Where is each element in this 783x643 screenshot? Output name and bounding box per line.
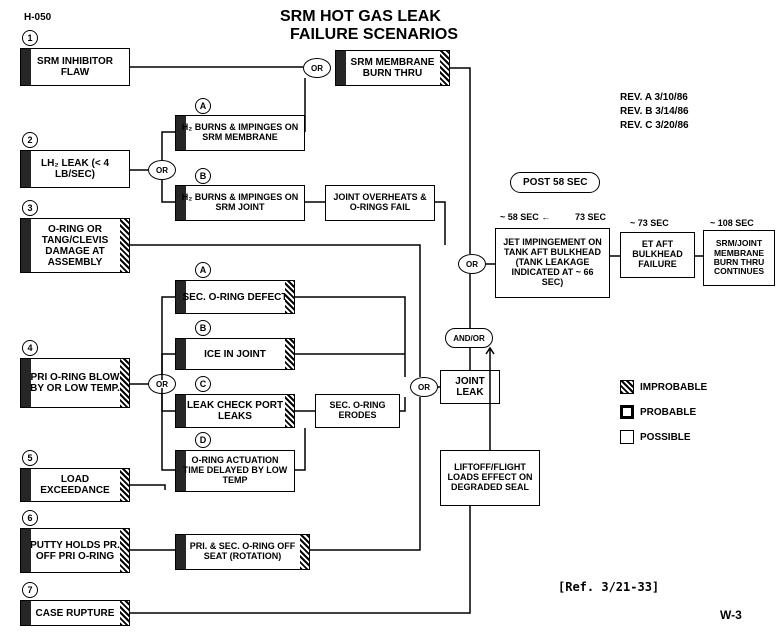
t73b: ~ 73 SEC: [630, 218, 669, 228]
circle-a1: A: [195, 98, 211, 114]
t108: ~ 108 SEC: [710, 218, 754, 228]
legend-improbable: IMPROBABLE: [620, 380, 707, 394]
node-load: LOAD EXCEEDANCE: [20, 468, 130, 502]
doc-id: H-050: [24, 12, 51, 23]
circle-b1: B: [195, 168, 211, 184]
gate-andor: AND/OR: [445, 328, 493, 348]
node-et-aft: ET AFT BULKHEAD FAILURE: [620, 232, 695, 278]
t73: 73 SEC: [575, 212, 606, 222]
node-sec-erodes: SEC. O-RING ERODES: [315, 394, 400, 428]
t58: ~ 58 SEC ←: [500, 212, 550, 222]
gate-or-1: OR: [303, 58, 331, 78]
node-joint-leak: JOINT LEAK: [440, 370, 500, 404]
circle-4: 4: [22, 340, 38, 356]
node-liftoff: LIFTOFF/FLIGHT LOADS EFFECT ON DEGRADED …: [440, 450, 540, 506]
node-sec-defect: SEC. O-RING DEFECT: [175, 280, 295, 314]
circle-2: 2: [22, 132, 38, 148]
gate-or-2: OR: [148, 160, 176, 180]
node-jet: JET IMPINGEMENT ON TANK AFT BULKHEAD (TA…: [495, 228, 610, 298]
legend-probable: PROBABLE: [620, 405, 696, 419]
circle-c2: C: [195, 376, 211, 392]
node-case-rupture: CASE RUPTURE: [20, 600, 130, 626]
circle-7: 7: [22, 582, 38, 598]
ref: [Ref. 3/21-33]: [558, 580, 659, 594]
node-srm-inhibitor: SRM INHIBITOR FLAW: [20, 48, 130, 86]
circle-b2: B: [195, 320, 211, 336]
node-pri-oring: PRI O-RING BLOW BY OR LOW TEMP.: [20, 358, 130, 408]
legend-sq-probable: [620, 405, 634, 419]
gate-or-5: OR: [458, 254, 486, 274]
circle-5: 5: [22, 450, 38, 466]
gate-or-4: OR: [410, 377, 438, 397]
node-putty: PUTTY HOLDS PR. OFF PRI O-RING: [20, 528, 130, 573]
pill-post58: POST 58 SEC: [510, 172, 600, 193]
node-membrane: SRM MEMBRANE BURN THRU: [335, 50, 450, 86]
gate-or-3: OR: [148, 374, 176, 394]
circle-d2: D: [195, 432, 211, 448]
rev-a: REV. A 3/10/86: [620, 92, 688, 103]
node-lh2: LH₂ LEAK (< 4 LB/SEC): [20, 150, 130, 188]
title-line1: SRM HOT GAS LEAK: [280, 8, 441, 26]
circle-3: 3: [22, 200, 38, 216]
legend-probable-label: PROBABLE: [640, 407, 696, 418]
node-leak-port: LEAK CHECK PORT LEAKS: [175, 394, 295, 428]
node-ice: ICE IN JOINT: [175, 338, 295, 370]
legend-possible: POSSIBLE: [620, 430, 691, 444]
circle-6: 6: [22, 510, 38, 526]
node-actuation: O-RING ACTUATION TIME DELAYED BY LOW TEM…: [175, 450, 295, 492]
node-joint-overheat: JOINT OVERHEATS & O-RINGS FAIL: [325, 185, 435, 221]
circle-1: 1: [22, 30, 38, 46]
title-line2: FAILURE SCENARIOS: [290, 26, 458, 44]
legend-sq-improbable: [620, 380, 634, 394]
node-h2b: H₂ BURNS & IMPINGES ON SRM JOINT: [175, 185, 305, 221]
node-oring-damage: O-RING OR TANG/CLEVIS DAMAGE AT ASSEMBLY: [20, 218, 130, 273]
legend-possible-label: POSSIBLE: [640, 432, 691, 443]
page-num: W-3: [720, 608, 742, 622]
legend-sq-possible: [620, 430, 634, 444]
legend-improbable-label: IMPROBABLE: [640, 382, 707, 393]
rev-c: REV. C 3/20/86: [620, 120, 689, 131]
node-h2a: H₂ BURNS & IMPINGES ON SRM MEMBRANE: [175, 115, 305, 151]
circle-a2: A: [195, 262, 211, 278]
node-pri-sec-off: PRI. & SEC. O-RING OFF SEAT (ROTATION): [175, 534, 310, 570]
rev-b: REV. B 3/14/86: [620, 106, 689, 117]
node-continues: SRM/JOINT MEMBRANE BURN THRU CONTINUES: [703, 230, 775, 286]
